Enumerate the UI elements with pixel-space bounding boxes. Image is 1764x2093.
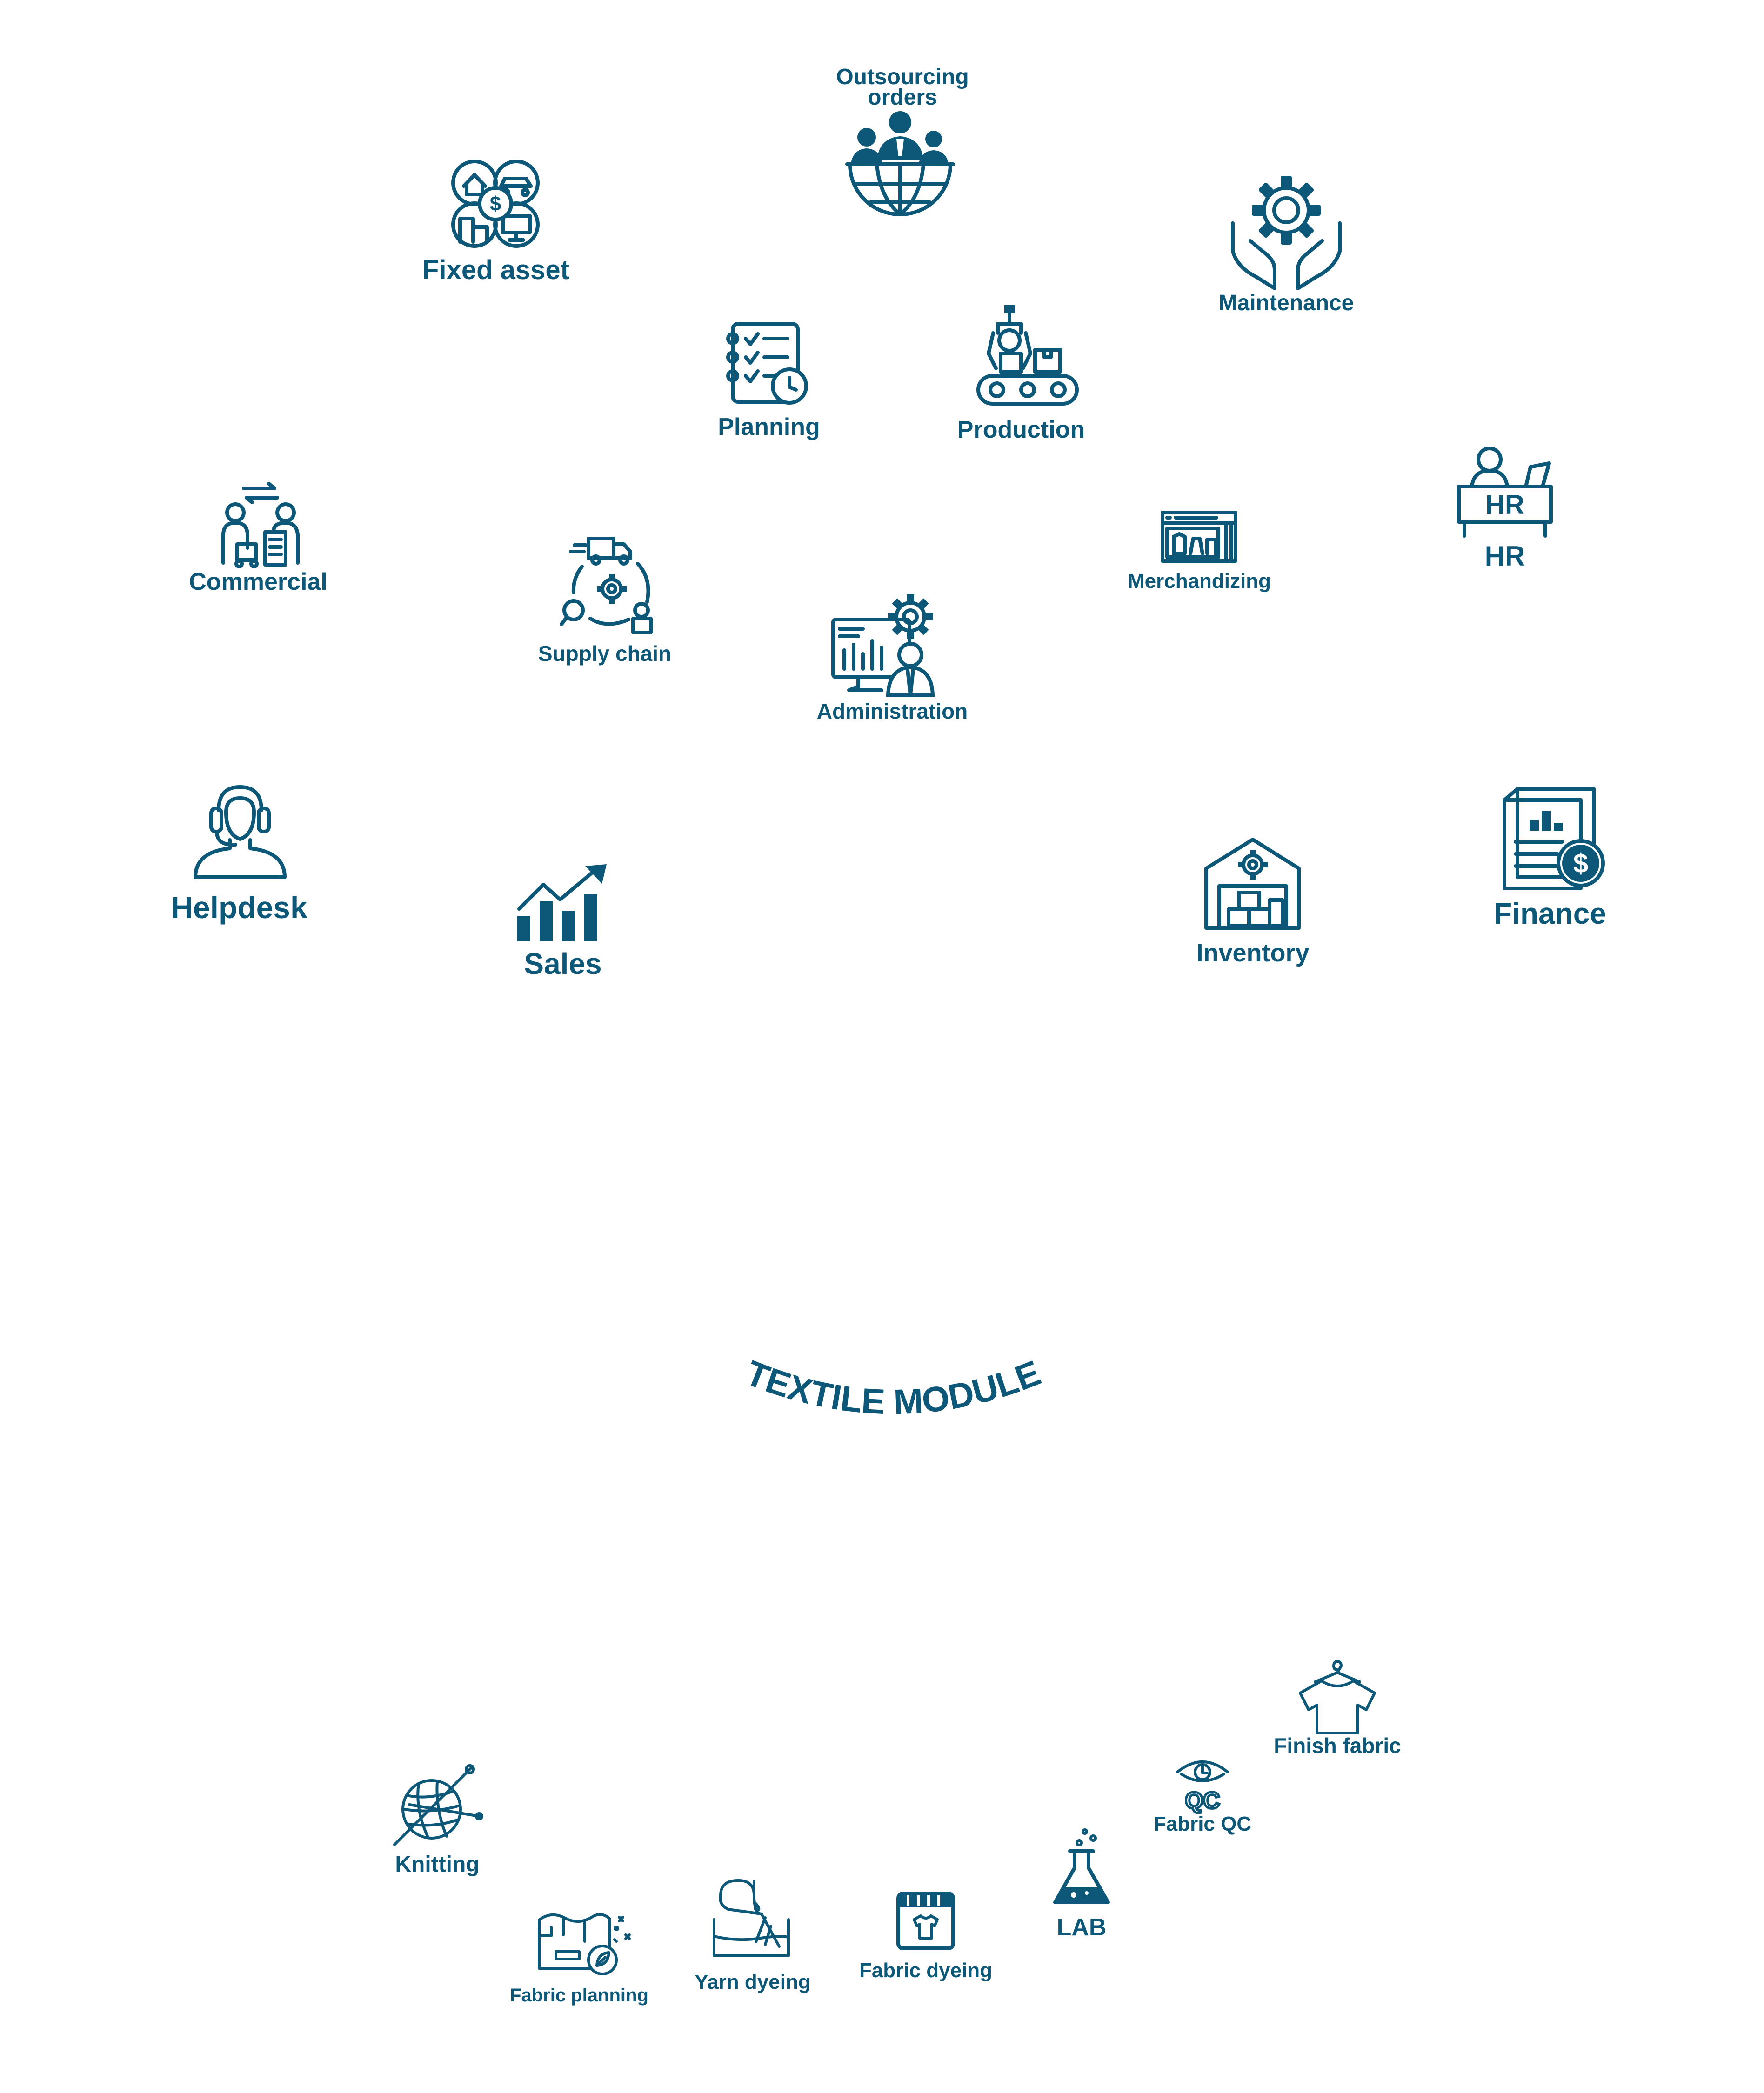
knitting-label: Knitting [395,1852,480,1877]
fabric-roll-icon [713,1879,790,1957]
helpdesk-label: Helpdesk [171,890,307,925]
gear-hands-icon [1231,176,1342,290]
administration-label: Administration [816,699,968,723]
supply-cycle-icon [560,537,653,634]
yarn-ball-icon [393,1764,483,1846]
yarn-dyeing-label: Yarn dyeing [695,1971,811,1993]
fabric-planning-label: Fabric planning [510,1985,648,2006]
admin-monitor-icon [831,594,935,697]
svg-text:HR: HR [1485,490,1524,520]
tshirt-hanger-icon [1299,1660,1376,1734]
flask-icon [1053,1828,1110,1904]
global-team-icon [845,111,955,216]
fixed-asset-label: Fixed asset [422,255,569,285]
merchandizing-label: Merchandizing [1127,570,1271,593]
supply-chain-label: Supply chain [538,641,672,666]
svg-text:TEXTILE MODULE: TEXTILE MODULE [740,1353,1046,1422]
hr-desk-icon: HR [1457,447,1553,538]
checklist-clock-icon [726,322,808,405]
hr-label: HR [1484,540,1525,572]
production-label: Production [957,416,1085,443]
planning-label: Planning [718,413,820,440]
finance-report-icon: $ [1503,787,1605,890]
svg-text:$: $ [1573,848,1588,879]
finance-label: Finance [1494,897,1606,930]
dyed-shirt-icon [896,1892,955,1950]
outsourcing-label-line1: Outsourcing [836,65,969,89]
warehouse-icon [1204,838,1301,930]
trade-people-icon [221,482,300,568]
svg-text:$: $ [490,193,501,215]
inventory-label: Inventory [1196,939,1310,967]
sales-label: Sales [524,947,602,980]
fabric-dyeing-label: Fabric dyeing [859,1959,993,1982]
svg-text:QC: QC [1185,1787,1220,1813]
assets-icon: $ [451,160,540,248]
eye-qc-icon: QC [1176,1760,1229,1815]
maintenance-label: Maintenance [1218,291,1354,315]
commercial-label: Commercial [189,568,327,595]
textile-module-title-text: TEXTILE MODULE [740,1353,1046,1422]
store-window-icon [1161,511,1237,563]
growth-chart-icon [517,864,607,941]
dye-bucket-icon [538,1913,631,1975]
fabric-qc-label: Fabric QC [1153,1813,1252,1835]
lab-label: LAB [1056,1914,1107,1941]
headset-agent-icon [194,785,287,879]
outsourcing-label-line2: orders [868,85,937,110]
finish-fabric-label: Finish fabric [1274,1733,1401,1758]
conveyor-robot-icon [976,305,1079,406]
